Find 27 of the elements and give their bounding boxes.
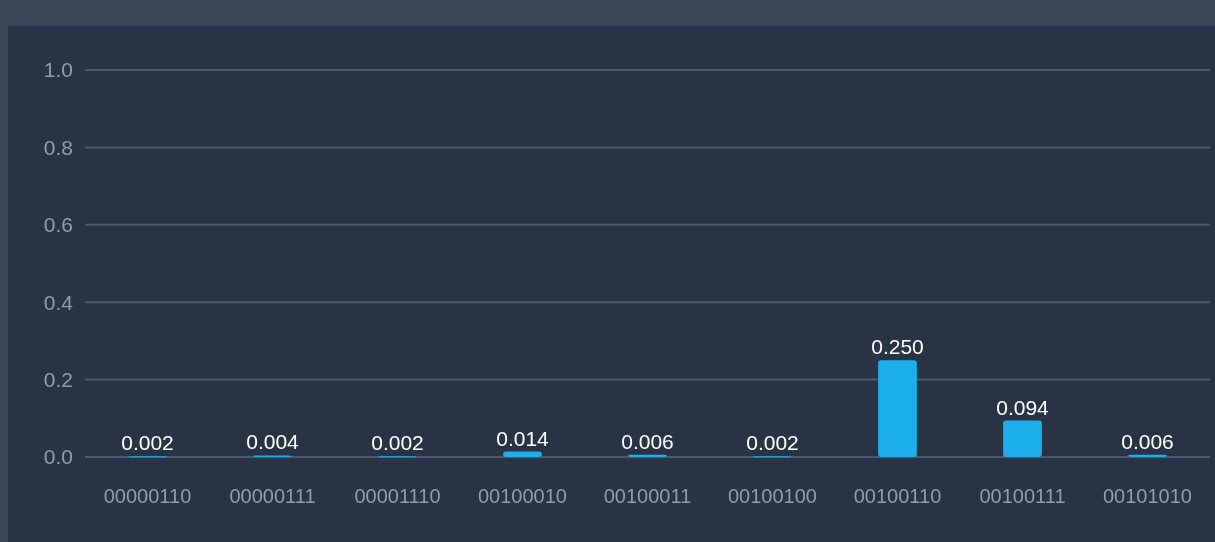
- x-tick-label: 00100110: [853, 485, 942, 507]
- y-tick-label: 1.0: [43, 58, 73, 82]
- y-tick-label: 0.8: [43, 135, 73, 159]
- y-tick-label: 0.6: [43, 213, 73, 237]
- x-tick-label: 00001110: [354, 485, 441, 507]
- y-tick-label: 0.2: [43, 367, 73, 391]
- x-tick-label: 00100011: [603, 485, 692, 507]
- data-label: 0.002: [121, 431, 174, 455]
- y-tick-label: 0.0: [43, 445, 73, 469]
- x-tick-label: 00000111: [229, 485, 316, 507]
- x-tick-label: 00000110: [103, 485, 192, 507]
- bar: [878, 360, 917, 457]
- x-tick-label: 00100111: [979, 485, 1066, 507]
- data-label: 0.002: [746, 431, 799, 455]
- bar: [1003, 420, 1042, 457]
- data-label: 0.014: [496, 426, 550, 450]
- data-label: 0.006: [1121, 429, 1174, 453]
- bar: [503, 451, 542, 457]
- data-label: 0.250: [871, 335, 924, 359]
- x-tick-label: 00100010: [478, 485, 567, 507]
- x-tick-label: 00101010: [1103, 485, 1192, 507]
- data-label: 0.006: [621, 429, 674, 453]
- data-label: 0.004: [246, 430, 300, 454]
- x-tick-label: 00100100: [728, 485, 817, 507]
- data-label: 0.094: [996, 395, 1050, 419]
- data-label: 0.002: [371, 431, 424, 455]
- y-tick-label: 0.4: [43, 290, 74, 314]
